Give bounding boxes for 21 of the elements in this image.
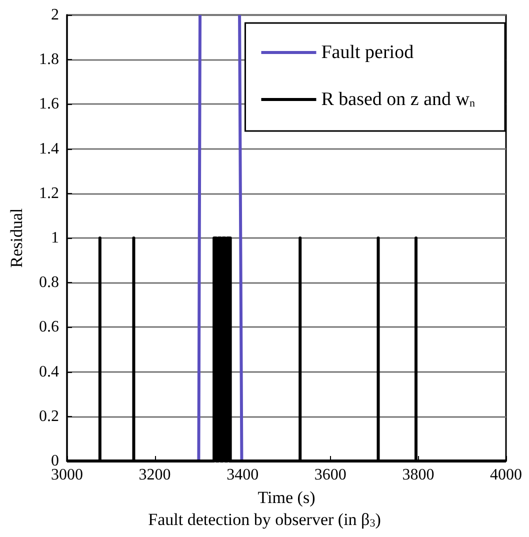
- y-tick-label: 1.6: [39, 96, 59, 113]
- y-tick-label: 0.8: [39, 274, 59, 292]
- y-tick-label: 0: [51, 452, 59, 470]
- legend-label: Fault period: [321, 42, 414, 63]
- y-tick-label: 1: [51, 230, 59, 246]
- x-tick-label: 3200: [138, 466, 171, 484]
- legend-label: R based on z and wn: [321, 89, 476, 110]
- y-tick-label: 1.8: [39, 51, 59, 68]
- y-tick-label: 1.4: [39, 140, 59, 158]
- x-tick-label: 4000: [490, 466, 522, 484]
- y-tick-label: 0.2: [39, 408, 59, 425]
- y-tick-label: 1.2: [39, 184, 59, 202]
- x-tick-label: 3800: [402, 466, 434, 484]
- y-tick-label: 0.4: [39, 363, 59, 380]
- y-axis-title: Residual: [7, 208, 26, 268]
- x-axis-title: Time (s): [258, 488, 316, 507]
- x-tick-label: 3400: [226, 466, 259, 484]
- x-tick-label: 3600: [314, 466, 346, 484]
- y-tick-label: 0.6: [39, 318, 59, 336]
- x-tick-label: 3000: [51, 466, 83, 484]
- y-tick-label: 2: [51, 6, 59, 24]
